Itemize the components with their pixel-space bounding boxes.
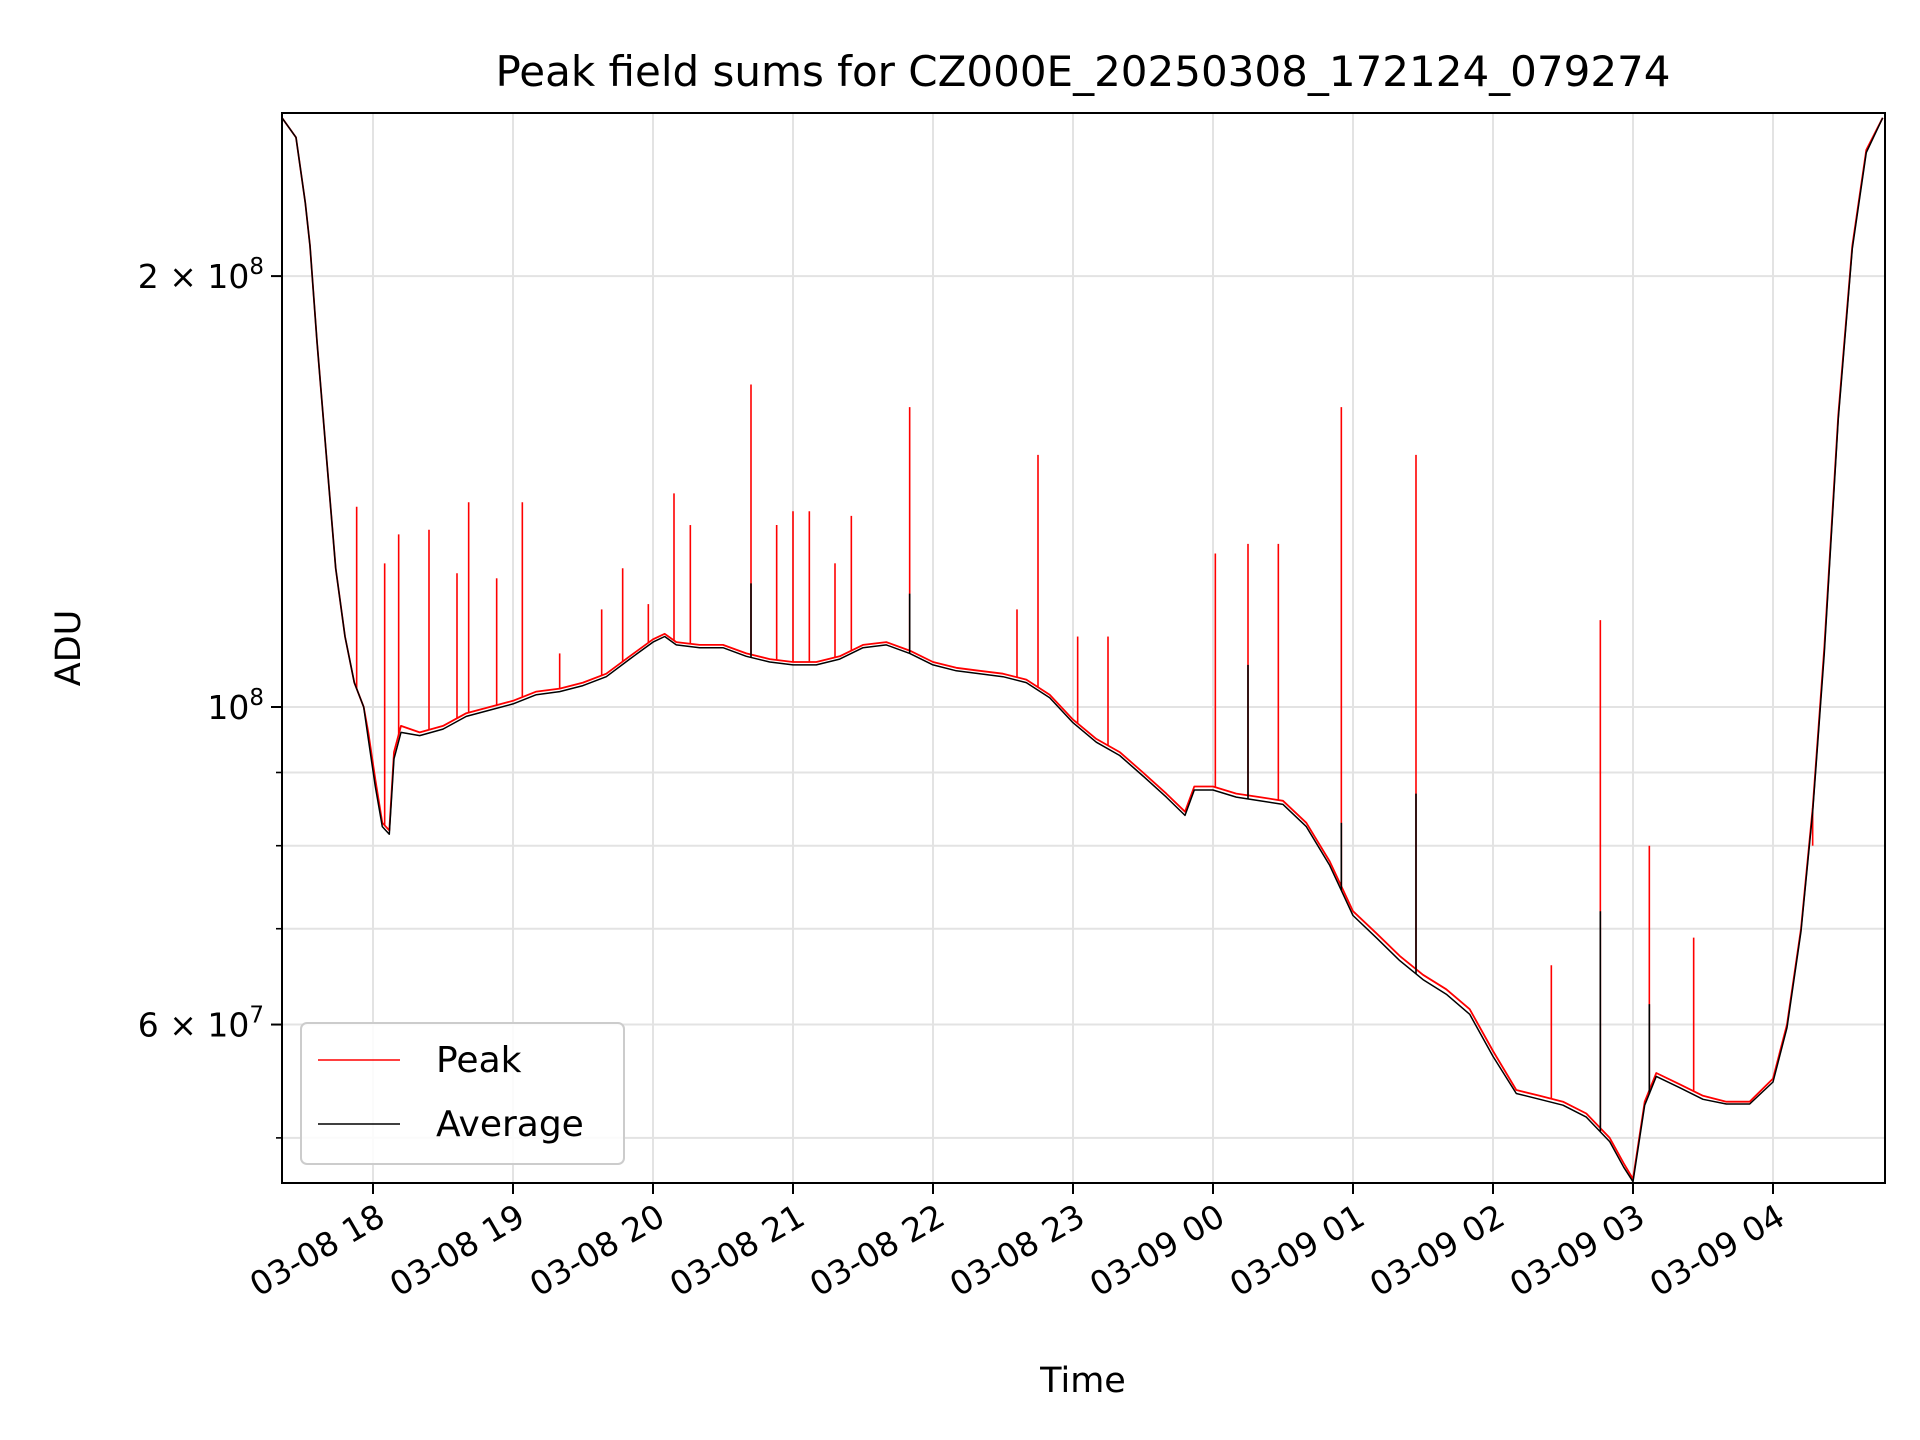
y-tick-label: 6 × 107 [138,1003,264,1045]
series-layer [282,117,1884,1183]
plot-frame [281,112,1886,1184]
grid [282,113,1885,1183]
y-tick-label: 2 × 108 [138,254,264,296]
y-tick-label: 108 [207,685,264,727]
chart-title: Peak field sums for CZ000E_20250308_1721… [495,47,1670,96]
legend-label-average: Average [436,1104,584,1145]
legend-label-peak: Peak [436,1040,522,1081]
legend-frame [300,1022,625,1165]
x-axis-label: Time [1039,1361,1126,1401]
y-axis: 2 × 108 108 6 × 107 [138,254,282,1139]
legend: Peak Average [300,1022,625,1165]
series-line-average [282,117,1884,1183]
y-axis-label: ADU [49,610,89,687]
